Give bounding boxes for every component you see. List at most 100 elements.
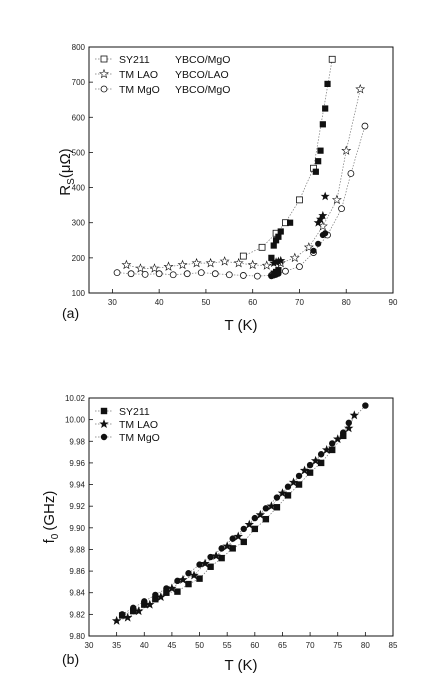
- data-point-open-star: [331, 194, 342, 205]
- data-point-filled-square: [324, 80, 331, 87]
- data-point-filled-square: [312, 168, 319, 175]
- data-point-open-circle: [296, 263, 303, 271]
- data-point-open-star: [205, 257, 216, 268]
- data-point-open-circle: [211, 270, 219, 278]
- b-y-axis-label: f0 (GHz): [41, 491, 61, 544]
- data-point-circle: [118, 611, 126, 618]
- data-point-open-star: [247, 259, 258, 270]
- data-point-circle: [306, 461, 314, 469]
- data-point-circle: [196, 561, 203, 568]
- a-data-points: [113, 55, 369, 280]
- data-point-star: [277, 488, 288, 498]
- data-point-open-square: [328, 55, 336, 63]
- data-point-open-circle: [113, 269, 121, 277]
- data-point-filled-square: [277, 228, 284, 235]
- data-point-square: [262, 515, 270, 523]
- y-tick-label: 9.80: [69, 632, 85, 641]
- y-tick-label: 9.90: [69, 524, 85, 533]
- data-point-square: [218, 554, 225, 562]
- data-point-open-square: [296, 196, 303, 204]
- x-tick-label: 80: [342, 298, 351, 307]
- a-panel-label: (a): [62, 305, 79, 321]
- y-tick-label: 700: [72, 78, 86, 87]
- chart-b: 30 35 40 45 50 55 60 65 70 75 80 85 9.80 9.82 9.84 9.86…: [41, 394, 398, 674]
- x-tick-label: 70: [306, 641, 315, 650]
- data-point-square: [251, 525, 259, 533]
- data-point-square: [229, 545, 236, 552]
- data-point-open-star: [219, 256, 230, 266]
- data-point-circle: [185, 570, 192, 577]
- legend-label: TM LAO: [119, 69, 158, 81]
- y-tick-label: 9.82: [69, 610, 85, 619]
- legend-marker-square: [100, 407, 108, 415]
- a-tick-marks: [89, 46, 394, 294]
- data-point-star: [123, 612, 133, 622]
- y-tick-label: 9.94: [69, 481, 85, 490]
- y-tick-label: 9.84: [69, 589, 85, 598]
- data-point-square: [273, 504, 281, 511]
- series-line-star: [126, 89, 361, 269]
- data-point-open-star: [289, 252, 300, 263]
- legend-label: TM MgO: [119, 432, 160, 444]
- data-point-square: [174, 588, 181, 595]
- legend-label: SY211: [119, 54, 150, 66]
- a-y-axis-symbol: R: [57, 185, 74, 196]
- y-tick-label: 600: [72, 113, 86, 122]
- data-point-circle: [295, 472, 303, 480]
- x-tick-label: 40: [140, 641, 149, 650]
- legend-film-label: YBCO/MgO: [175, 54, 230, 66]
- series-line-square: [122, 435, 344, 616]
- data-point-circle: [329, 440, 336, 447]
- data-point-circle: [273, 494, 281, 501]
- chart-a: 30 40 50 60 70 80 90 100 200 300 400 500 600 700 800 S…: [57, 43, 398, 334]
- data-point-square: [196, 575, 203, 582]
- data-point-filled-circle: [322, 230, 329, 237]
- data-point-square: [240, 538, 247, 546]
- data-point-open-circle: [338, 205, 345, 213]
- data-point-circle: [163, 585, 170, 592]
- x-tick-label: 55: [223, 641, 232, 650]
- data-point-open-star: [163, 261, 174, 271]
- x-tick-label: 90: [389, 298, 398, 307]
- data-point-circle: [174, 577, 181, 585]
- data-point-open-circle: [127, 270, 135, 278]
- data-point-filled-star: [318, 210, 328, 220]
- data-point-circle: [340, 429, 347, 436]
- y-tick-label: 9.98: [69, 437, 85, 446]
- data-point-circle: [229, 535, 236, 542]
- data-point-star: [244, 519, 254, 529]
- data-point-circle: [251, 514, 259, 522]
- data-point-filled-square: [270, 242, 277, 249]
- legend-film-label: YBCO/LAO: [175, 69, 229, 81]
- data-point-circle: [218, 545, 225, 552]
- y-tick-label: 10.00: [65, 416, 86, 425]
- y-tick-label: 400: [72, 184, 86, 193]
- b-x-axis-label: T (K): [224, 657, 257, 674]
- legend-marker-circle: [100, 85, 108, 93]
- data-point-open-star: [233, 257, 244, 268]
- data-point-filled-square: [322, 105, 329, 112]
- y-tick-label: 500: [72, 148, 86, 157]
- data-point-filled-star: [320, 191, 330, 201]
- data-point-circle: [284, 483, 292, 490]
- y-tick-label: 300: [72, 219, 86, 228]
- data-point-open-star: [355, 83, 366, 94]
- x-tick-label: 40: [155, 298, 164, 307]
- data-point-star: [145, 599, 155, 609]
- data-point-open-star: [303, 242, 314, 252]
- legend-marker-star: [99, 68, 109, 79]
- data-point-square: [295, 481, 303, 488]
- a-x-axis-label: T (K): [224, 317, 257, 334]
- legend-marker-circle: [100, 433, 108, 441]
- data-point-star: [266, 501, 277, 511]
- data-point-filled-square: [275, 233, 282, 240]
- data-point-open-star: [261, 260, 272, 270]
- data-point-open-circle: [239, 272, 247, 279]
- data-point-star: [200, 558, 210, 568]
- legend-label: SY211: [119, 406, 150, 418]
- b-tick-labels: 30 35 40 45 50 55 60 65 70 75 80 85 9.80 9.82 9.84 9.86…: [65, 394, 398, 650]
- y-tick-label: 9.88: [69, 545, 85, 554]
- data-point-star: [134, 606, 144, 616]
- data-point-open-star: [149, 263, 160, 273]
